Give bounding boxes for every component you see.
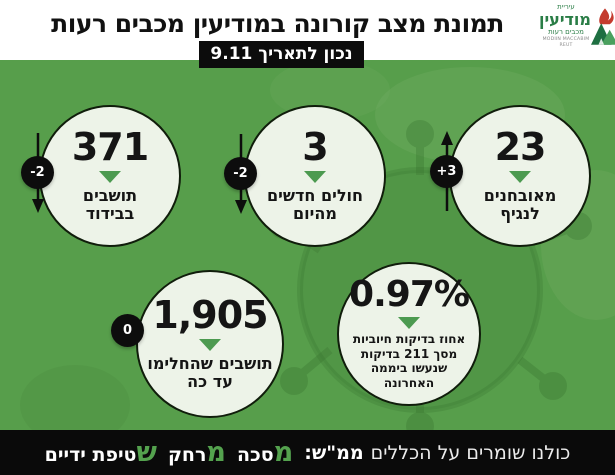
delta-badge-recovered: 0 <box>111 314 144 347</box>
down-triangle-icon <box>199 338 221 351</box>
footer-word-mask: מ סכה <box>237 439 293 466</box>
stat-label: תושבים בבידוד <box>82 185 138 225</box>
stat-label: אחוז בדיקות חיוביות מסך 211 בדיקות שנעשו… <box>353 332 465 391</box>
footer-prefix: כולנו שומרים על הכללים <box>370 441 571 464</box>
logo-mountains-flame-icon <box>591 8 615 45</box>
stat-label-line: אחוז בדיקות חיוביות <box>352 332 466 347</box>
municipality-logo: עיריית מודיעין מכבים רעות MODIIN MACCABI… <box>538 2 615 60</box>
footer-word-initial: מ <box>206 437 226 468</box>
date-badge: נכון לתאריך 9.11 <box>199 41 364 68</box>
stat-circle-recovered: 1,905 תושבים שהחלימו עד כה <box>136 270 284 418</box>
footer-word-handwashing: ש טיפת ידיים <box>45 439 157 466</box>
footer-word-rest: טיפת ידיים <box>44 444 137 466</box>
stat-label-line: תושבים <box>82 185 138 205</box>
delta-badge-isolated: -2 <box>21 156 54 189</box>
footer-word-initial: מ <box>273 437 294 468</box>
footer-word-distance: מ רחק <box>168 439 226 466</box>
stat-label: מאובחנים לנגיף <box>483 185 557 225</box>
stat-label-line: האחרונה <box>383 375 435 390</box>
stat-value: 0.97% <box>349 274 470 316</box>
footer-acronym: ממ"ש: <box>304 441 364 464</box>
footer-word-rest: רחק <box>167 444 207 466</box>
stat-value: 371 <box>71 124 149 169</box>
stat-circle-isolated: 371 תושבים בבידוד <box>39 105 181 247</box>
stat-label-line: עד כה <box>187 372 233 392</box>
stat-label-line: מאובחנים <box>483 185 557 205</box>
stat-label-line: לנגיף <box>500 204 540 224</box>
footer-word-rest: סכה <box>236 444 274 466</box>
stat-label-line: מהיום <box>293 204 337 224</box>
header: תמונת מצב קורונה במודיעין מכבים רעות עיר… <box>0 0 615 60</box>
stat-value: 3 <box>302 124 328 169</box>
stat-value: 1,905 <box>152 292 268 337</box>
stat-label-line: שנעשו ביממה <box>370 361 448 376</box>
stat-label: תושבים שהחלימו עד כה <box>147 353 273 393</box>
stat-label-line: חולים חדשים <box>267 185 363 205</box>
stat-label-line: תושבים שהחלימו <box>147 353 273 373</box>
logo-text: עיריית מודיעין מכבים רעות MODIIN MACCABI… <box>538 2 591 50</box>
logo-english-label: MODIIN MACCABIM REUT <box>542 36 590 49</box>
down-triangle-icon <box>304 170 326 183</box>
logo-name-label: מודיעין <box>538 9 591 29</box>
stat-label: חולים חדשים מהיום <box>267 185 363 225</box>
footer-rules-bar: כולנו שומרים על הכללים ממ"ש: מ סכה מ רחק… <box>0 430 615 475</box>
down-triangle-icon <box>398 317 420 330</box>
stat-circle-new-cases: 3 חולים חדשים מהיום <box>244 105 386 247</box>
stat-value: 23 <box>494 124 547 169</box>
stat-label-line: מסך 211 בדיקות <box>360 346 458 361</box>
footer-word-initial: ש <box>136 437 157 468</box>
logo-city-label: עיריית <box>557 3 575 11</box>
delta-badge-new-cases: -2 <box>224 157 257 190</box>
stats-canvas: 371 תושבים בבידוד 3 חולים חדשים מהיום 23… <box>0 60 615 430</box>
stat-label-line: בבידוד <box>85 204 135 224</box>
page-title: תמונת מצב קורונה במודיעין מכבים רעות <box>51 9 504 38</box>
down-triangle-icon <box>99 170 121 183</box>
delta-badge-diagnosed: +3 <box>430 155 463 188</box>
logo-sub-label: מכבים רעות <box>548 28 584 37</box>
stat-circle-positive-rate: 0.97% אחוז בדיקות חיוביות מסך 211 בדיקות… <box>337 262 481 406</box>
stat-circle-diagnosed: 23 מאובחנים לנגיף <box>449 105 591 247</box>
down-triangle-icon <box>509 170 531 183</box>
